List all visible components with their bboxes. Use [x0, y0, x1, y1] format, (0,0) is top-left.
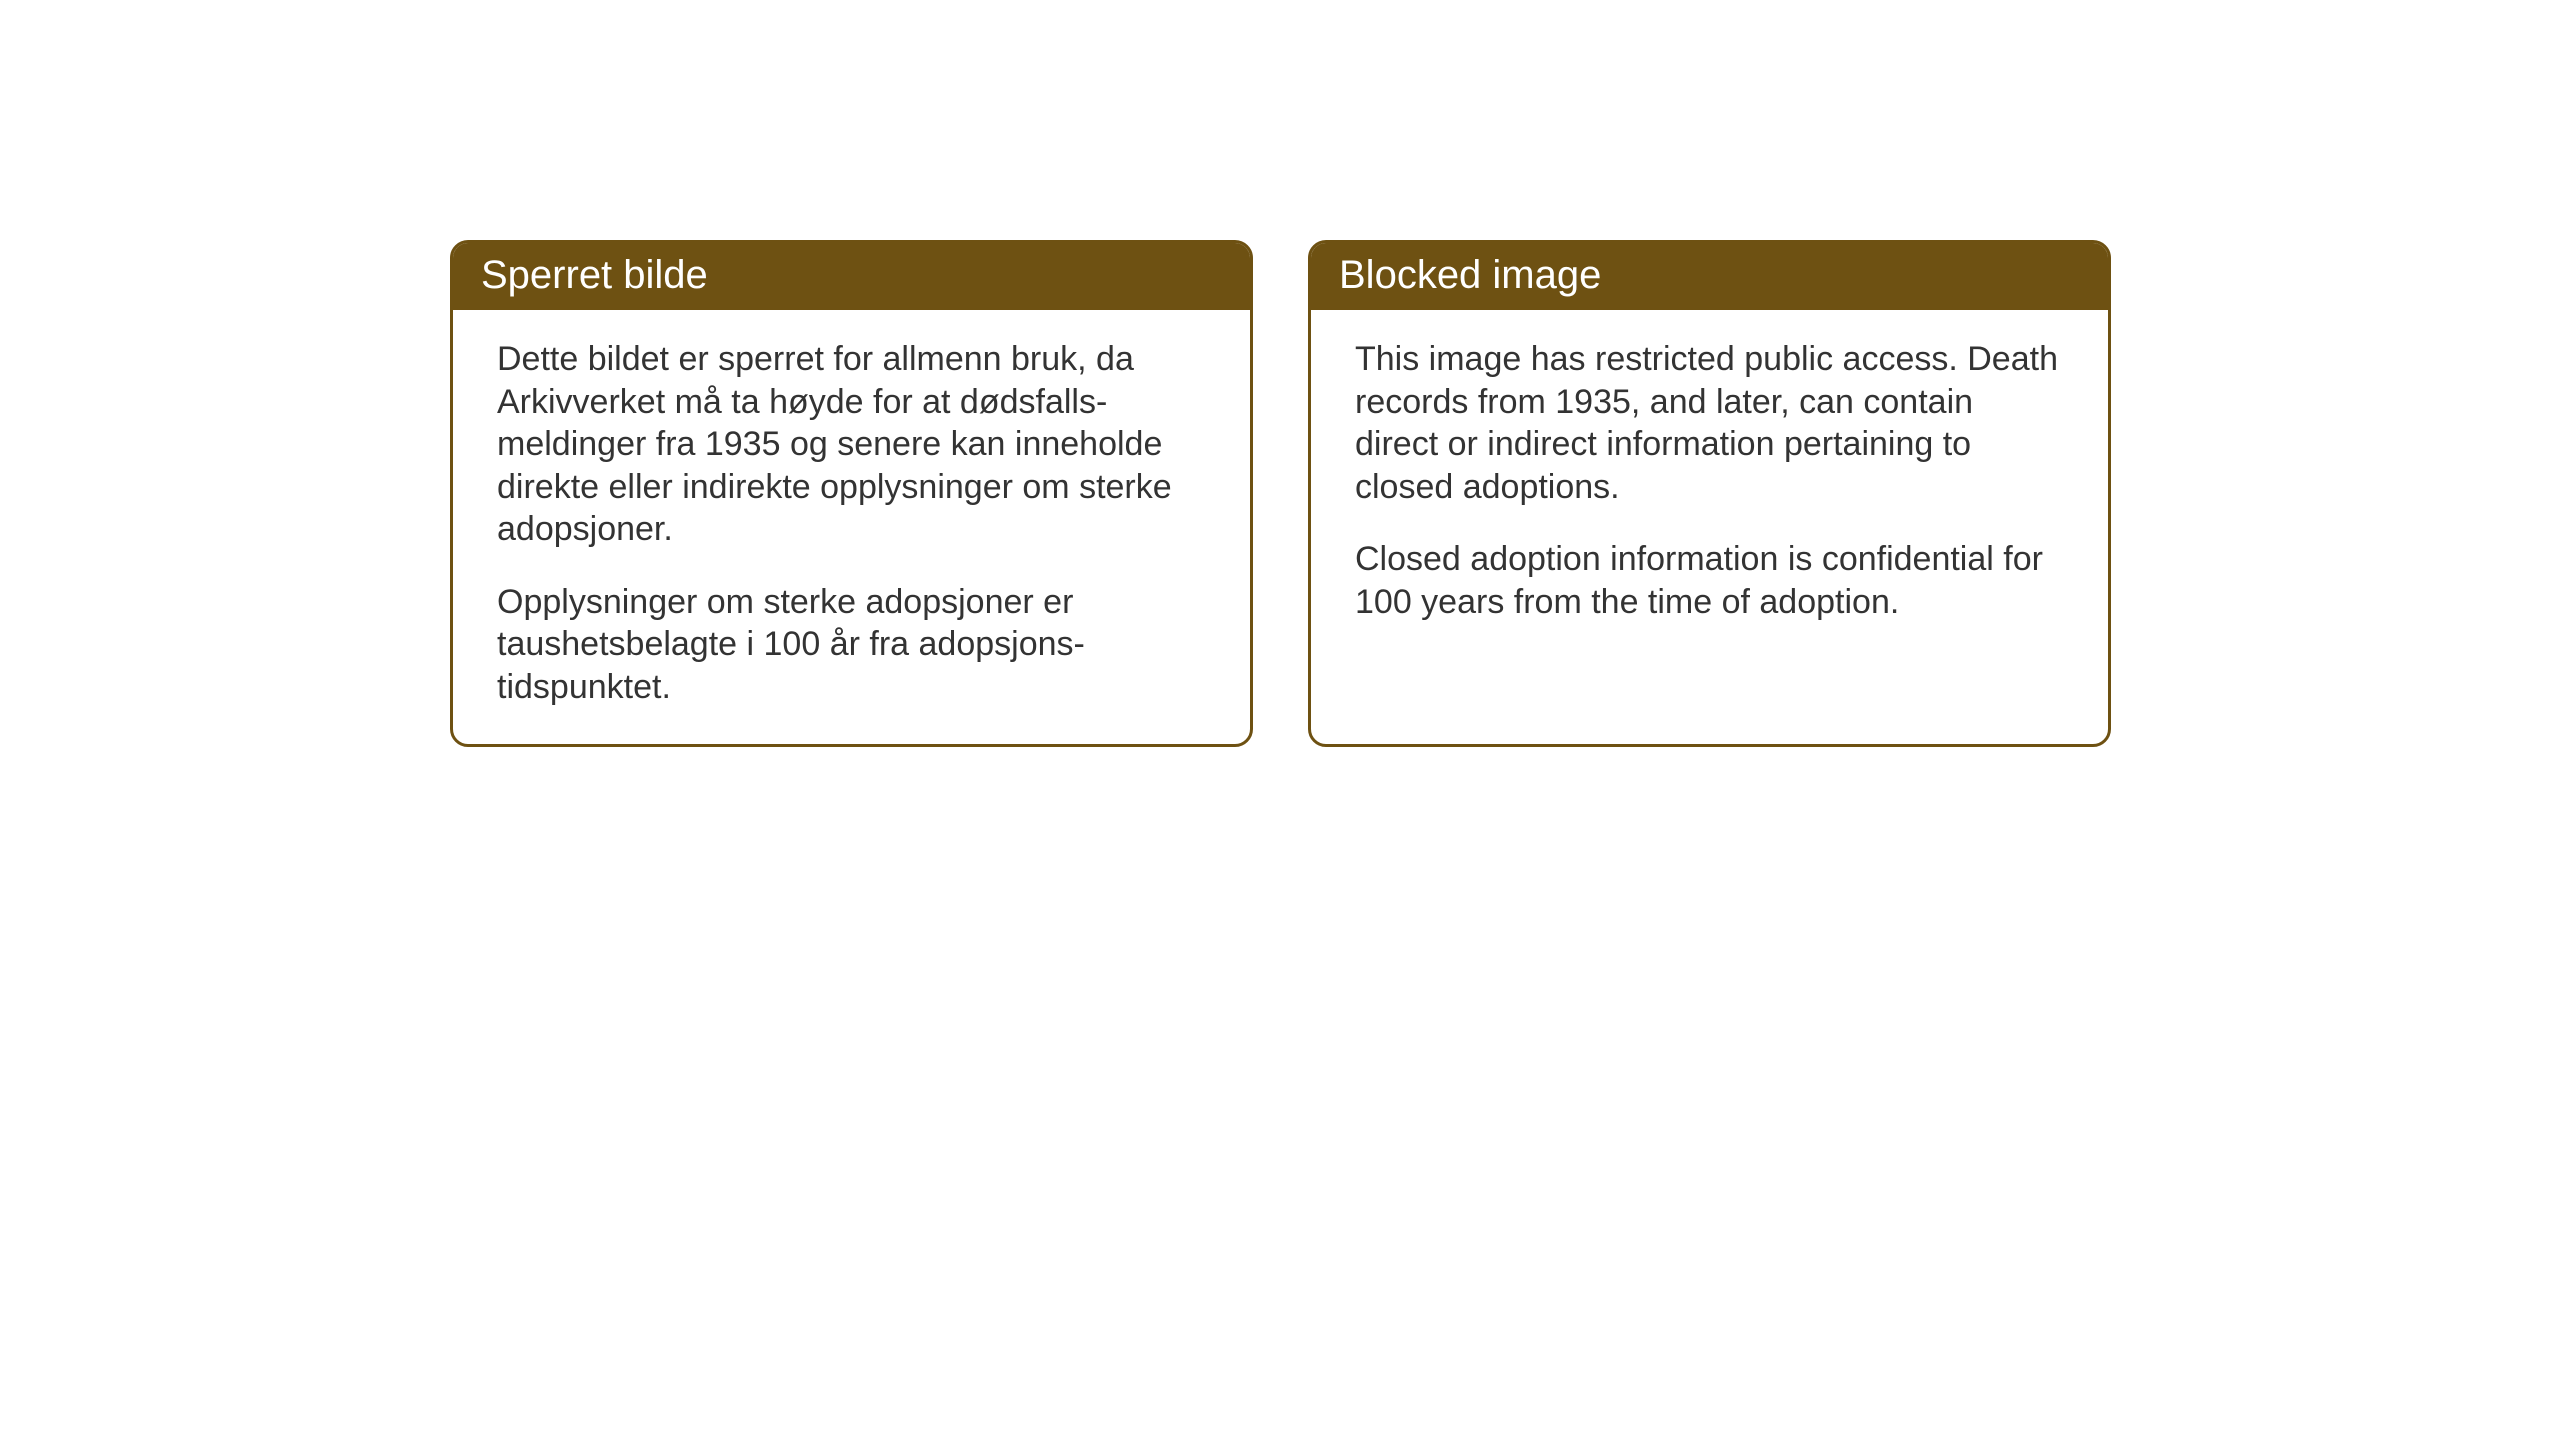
norwegian-paragraph-1: Dette bildet er sperret for allmenn bruk…	[497, 338, 1206, 551]
english-card-header: Blocked image	[1311, 243, 2108, 310]
english-paragraph-1: This image has restricted public access.…	[1355, 338, 2064, 508]
english-paragraph-2: Closed adoption information is confident…	[1355, 538, 2064, 623]
notice-container: Sperret bilde Dette bildet er sperret fo…	[450, 240, 2111, 747]
norwegian-paragraph-2: Opplysninger om sterke adopsjoner er tau…	[497, 581, 1206, 709]
norwegian-notice-card: Sperret bilde Dette bildet er sperret fo…	[450, 240, 1253, 747]
norwegian-card-header: Sperret bilde	[453, 243, 1250, 310]
english-notice-card: Blocked image This image has restricted …	[1308, 240, 2111, 747]
english-card-body: This image has restricted public access.…	[1311, 310, 2108, 659]
norwegian-card-body: Dette bildet er sperret for allmenn bruk…	[453, 310, 1250, 744]
